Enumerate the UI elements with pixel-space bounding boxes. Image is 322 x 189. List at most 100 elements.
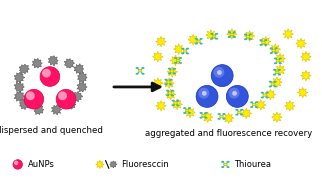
Circle shape xyxy=(199,43,203,45)
Circle shape xyxy=(279,62,282,64)
Polygon shape xyxy=(164,78,174,88)
Circle shape xyxy=(230,33,234,36)
Circle shape xyxy=(264,39,267,41)
Circle shape xyxy=(186,48,189,50)
Polygon shape xyxy=(275,53,285,64)
Circle shape xyxy=(265,97,269,98)
Circle shape xyxy=(171,94,174,96)
Circle shape xyxy=(176,59,180,62)
Polygon shape xyxy=(166,89,176,100)
Circle shape xyxy=(183,107,186,109)
Polygon shape xyxy=(96,160,104,169)
Circle shape xyxy=(218,118,221,120)
Polygon shape xyxy=(156,101,166,111)
Circle shape xyxy=(270,47,273,49)
Circle shape xyxy=(250,101,253,103)
Ellipse shape xyxy=(196,85,218,107)
Circle shape xyxy=(273,81,277,83)
Circle shape xyxy=(235,109,239,111)
Circle shape xyxy=(176,100,179,101)
Circle shape xyxy=(222,113,225,115)
Polygon shape xyxy=(170,55,181,66)
Circle shape xyxy=(244,33,247,35)
Circle shape xyxy=(265,92,269,94)
Circle shape xyxy=(170,70,174,72)
Circle shape xyxy=(255,106,258,108)
Polygon shape xyxy=(185,107,195,118)
Polygon shape xyxy=(19,64,29,74)
Circle shape xyxy=(244,38,247,40)
Circle shape xyxy=(240,109,243,111)
Circle shape xyxy=(179,57,182,59)
Circle shape xyxy=(204,112,207,114)
Circle shape xyxy=(274,52,278,54)
Circle shape xyxy=(136,73,139,75)
Circle shape xyxy=(174,57,177,59)
Circle shape xyxy=(271,83,275,85)
Polygon shape xyxy=(275,65,285,75)
Circle shape xyxy=(176,105,179,106)
Circle shape xyxy=(275,71,279,73)
Polygon shape xyxy=(167,67,177,77)
Circle shape xyxy=(246,36,250,38)
Circle shape xyxy=(252,104,256,106)
Polygon shape xyxy=(298,87,308,98)
Polygon shape xyxy=(110,161,117,168)
Circle shape xyxy=(136,67,139,69)
Polygon shape xyxy=(78,72,87,83)
Circle shape xyxy=(174,102,177,104)
Polygon shape xyxy=(241,108,251,119)
Circle shape xyxy=(183,50,187,52)
Circle shape xyxy=(172,100,175,101)
Circle shape xyxy=(221,166,224,168)
Polygon shape xyxy=(72,91,83,102)
Ellipse shape xyxy=(202,91,207,96)
Circle shape xyxy=(279,57,282,59)
Circle shape xyxy=(188,112,191,114)
Circle shape xyxy=(168,68,171,70)
Circle shape xyxy=(210,38,213,40)
Circle shape xyxy=(228,36,231,38)
Circle shape xyxy=(141,73,145,75)
Circle shape xyxy=(215,33,218,35)
Ellipse shape xyxy=(232,91,237,96)
Polygon shape xyxy=(227,29,237,39)
Circle shape xyxy=(169,84,172,85)
Circle shape xyxy=(195,43,198,45)
Circle shape xyxy=(261,97,264,98)
Circle shape xyxy=(199,38,203,40)
Polygon shape xyxy=(172,99,182,110)
Polygon shape xyxy=(64,59,75,68)
Circle shape xyxy=(174,62,177,64)
Polygon shape xyxy=(260,36,271,47)
Polygon shape xyxy=(74,64,84,74)
Circle shape xyxy=(232,31,236,33)
Circle shape xyxy=(263,94,267,96)
Polygon shape xyxy=(153,78,163,88)
Circle shape xyxy=(165,84,168,85)
Circle shape xyxy=(274,62,277,64)
Circle shape xyxy=(215,38,218,40)
Circle shape xyxy=(212,35,216,37)
Circle shape xyxy=(181,53,185,54)
Polygon shape xyxy=(244,31,255,41)
Circle shape xyxy=(166,81,170,83)
Circle shape xyxy=(264,44,267,46)
Polygon shape xyxy=(270,44,280,54)
Polygon shape xyxy=(256,100,266,110)
Text: Fluoresccin: Fluoresccin xyxy=(121,160,168,169)
Circle shape xyxy=(261,92,264,94)
Ellipse shape xyxy=(226,85,248,107)
Circle shape xyxy=(272,50,276,52)
Polygon shape xyxy=(14,91,24,102)
Polygon shape xyxy=(265,89,276,100)
Circle shape xyxy=(166,90,169,91)
Ellipse shape xyxy=(14,161,18,165)
Ellipse shape xyxy=(211,65,233,87)
Circle shape xyxy=(274,57,277,59)
Circle shape xyxy=(255,101,258,103)
Circle shape xyxy=(250,106,253,108)
Polygon shape xyxy=(223,113,234,123)
Polygon shape xyxy=(65,99,76,109)
Circle shape xyxy=(260,39,263,41)
